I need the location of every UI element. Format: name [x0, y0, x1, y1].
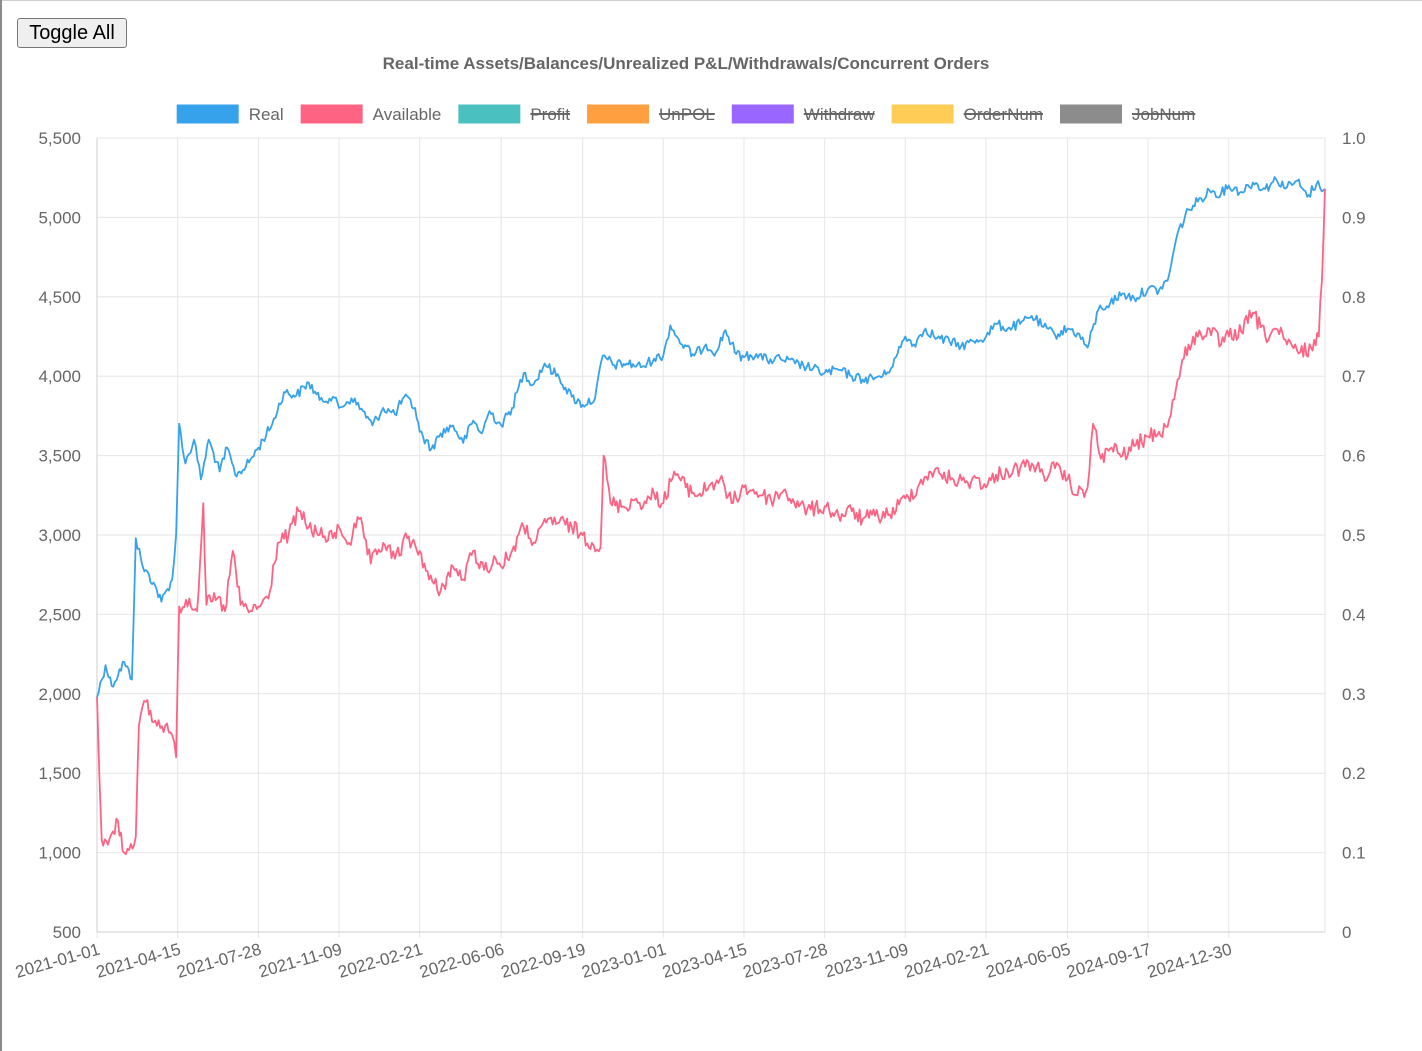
x-tick-label: 2024-12-30 — [1145, 940, 1234, 982]
window-left-border — [0, 0, 2, 1051]
x-tick-label: 2022-02-21 — [336, 940, 425, 982]
x-tick-label: 2022-09-19 — [499, 940, 588, 982]
y-right-tick-label: 0 — [1342, 923, 1351, 942]
legend-swatch — [1060, 104, 1122, 124]
legend: Real Available Profit UnPOL Withdraw OrderNum… — [176, 104, 1196, 125]
legend-item-ordernum[interactable]: OrderNum — [891, 104, 1043, 125]
y-right-tick-label: 0.9 — [1342, 208, 1366, 227]
x-tick-label: 2024-09-17 — [1064, 940, 1153, 982]
x-tick-label: 2021-11-09 — [257, 940, 345, 982]
legend-swatch — [587, 104, 650, 124]
y-right-tick-label: 0.8 — [1342, 288, 1366, 307]
y-left-tick-label: 3,500 — [38, 447, 81, 466]
legend-item-jobnum[interactable]: JobNum — [1060, 104, 1196, 125]
x-tick-label: 2021-07-28 — [175, 940, 264, 982]
y-left-tick-label: 4,500 — [38, 288, 81, 307]
y-left-tick-label: 5,000 — [38, 208, 81, 227]
y-left-tick-label: 3,000 — [38, 526, 81, 545]
legend-label: Available — [373, 105, 442, 124]
y-left-tick-label: 500 — [53, 923, 81, 942]
y-right-tick-label: 0.1 — [1342, 844, 1366, 863]
x-tick-label: 2023-04-15 — [660, 940, 749, 982]
y-left-tick-label: 4,000 — [38, 367, 81, 386]
x-tick-label: 2024-06-05 — [984, 940, 1073, 982]
axes: 500 0 1,000 0.1 1,500 0.2 2,000 0.3 2,500 0.4 3,00… — [13, 129, 1365, 982]
y-right-tick-label: 0.4 — [1342, 605, 1366, 624]
x-tick-label: 2022-06-06 — [417, 940, 506, 982]
x-tick-label: 2023-01-01 — [580, 940, 669, 982]
x-tick-label: 2024-02-21 — [902, 940, 991, 982]
y-right-tick-label: 0.6 — [1342, 447, 1366, 466]
series-line-real — [96, 176, 1326, 698]
toggle-all-button[interactable]: Toggle All — [17, 18, 127, 48]
y-left-tick-label: 1,500 — [38, 764, 81, 783]
y-right-tick-label: 0.3 — [1342, 685, 1366, 704]
legend-item-real[interactable]: Real — [176, 104, 284, 125]
legend-swatch — [891, 104, 954, 124]
series-line-available — [96, 188, 1326, 856]
y-left-tick-label: 2,500 — [38, 605, 81, 624]
legend-label: Real — [249, 105, 284, 124]
x-tick-label: 2023-07-28 — [741, 940, 830, 982]
chart-title: Real-time Assets/Balances/Unrealized P&L… — [383, 54, 990, 73]
x-tick-label: 2021-04-15 — [94, 940, 183, 982]
y-right-tick-label: 0.7 — [1342, 367, 1366, 386]
legend-item-unpol[interactable]: UnPOL — [587, 104, 715, 125]
x-tick-label: 2021-01-01 — [13, 940, 102, 982]
y-left-tick-label: 5,500 — [38, 129, 81, 148]
y-right-tick-label: 1.0 — [1342, 129, 1366, 148]
y-right-tick-label: 0.2 — [1342, 764, 1366, 783]
y-right-tick-label: 0.5 — [1342, 526, 1366, 545]
window-top-border — [0, 0, 1422, 1]
legend-item-profit[interactable]: Profit — [458, 104, 570, 125]
legend-swatch — [300, 104, 363, 124]
legend-item-withdraw[interactable]: Withdraw — [731, 104, 876, 125]
y-left-tick-label: 1,000 — [38, 844, 81, 863]
legend-item-available[interactable]: Available — [300, 104, 442, 125]
y-left-tick-label: 2,000 — [38, 685, 81, 704]
series-lines — [96, 176, 1326, 856]
legend-swatch — [176, 104, 239, 124]
legend-swatch — [731, 104, 794, 124]
legend-swatch — [458, 104, 521, 124]
x-tick-label: 2023-11-09 — [823, 940, 911, 982]
